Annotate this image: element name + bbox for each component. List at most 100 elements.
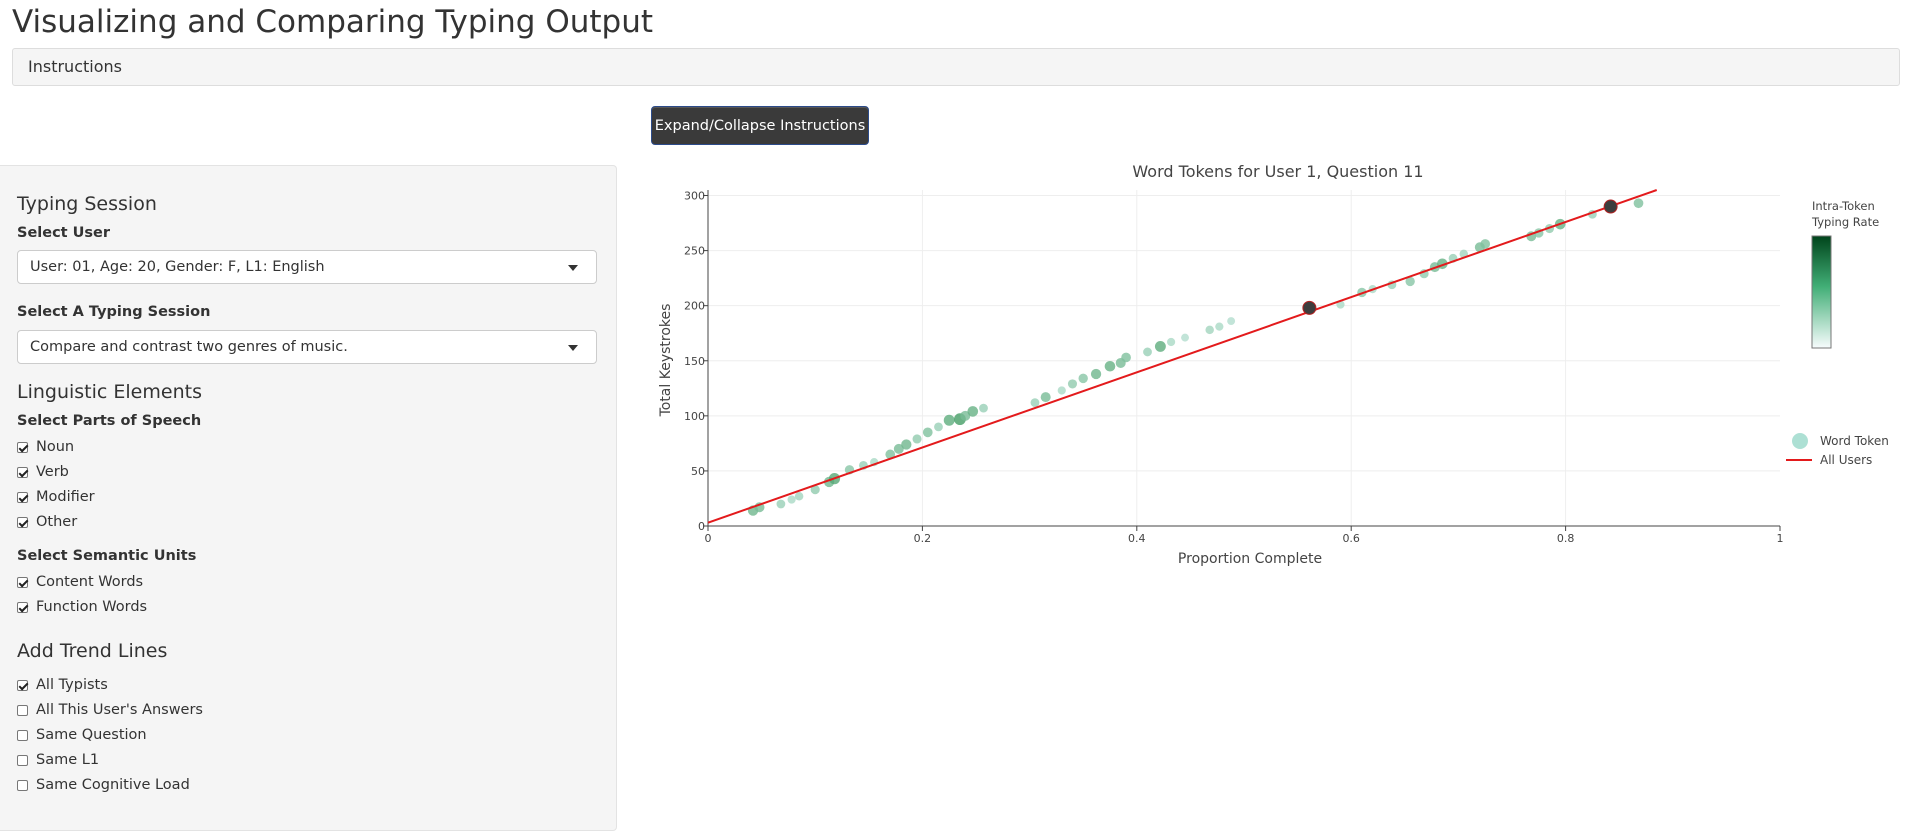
checkbox[interactable] [17, 779, 28, 791]
semantic-unit-option[interactable]: Content Words [17, 572, 143, 592]
highlighted-token-point [1603, 199, 1618, 214]
word-token-point [1205, 325, 1214, 335]
checkbox[interactable] [17, 601, 28, 613]
word-token-point [967, 406, 979, 417]
word-token-point [1067, 379, 1078, 389]
checkbox[interactable] [17, 576, 28, 588]
part-of-speech-option-label: Modifier [36, 489, 95, 505]
semantic-unit-option-label: Content Words [36, 574, 144, 590]
trend-line-option-label: All This User's Answers [36, 702, 203, 718]
part-of-speech-option-label: Noun [36, 439, 75, 455]
checkbox[interactable] [17, 679, 28, 691]
y-tick-label: 300 [684, 190, 705, 203]
x-axis-label: Proportion Complete [1178, 551, 1322, 567]
checkbox[interactable] [17, 441, 28, 453]
chevron-down-icon [568, 265, 578, 271]
user-select[interactable]: User: 01, Age: 20, Gender: F, L1: Englis… [17, 250, 597, 284]
part-of-speech-option[interactable]: Verb [17, 462, 69, 482]
trend-line-option-label: All Typists [36, 677, 108, 693]
part-of-speech-option[interactable]: Modifier [17, 487, 95, 507]
word-token-point [794, 492, 804, 501]
word-token-point [922, 427, 933, 438]
scatter-points[interactable] [747, 198, 1644, 516]
word-token-point [934, 422, 943, 432]
y-tick-label: 100 [684, 410, 705, 423]
chart-title: Word Tokens for User 1, Question 11 [1132, 162, 1423, 181]
word-token-point [1104, 360, 1116, 372]
word-token-point [1121, 352, 1131, 363]
word-token-point [943, 414, 955, 426]
chart-legend: Word Token All Users [1786, 433, 1889, 467]
x-tick-label: 0 [705, 532, 712, 545]
y-tick-label: 250 [684, 245, 705, 258]
colorbar-gradient [1811, 235, 1832, 349]
session-select[interactable]: Compare and contrast two genres of music… [17, 330, 597, 364]
typing-session-title: Typing Session [17, 193, 157, 215]
instructions-panel-header[interactable]: Instructions [12, 48, 1900, 86]
word-token-point [1215, 322, 1224, 331]
legend-word-token: Word Token [1820, 434, 1889, 448]
y-tick-label: 50 [691, 465, 705, 478]
parts-of-speech-label: Select Parts of Speech [17, 413, 202, 429]
word-token-point [810, 485, 820, 495]
word-token-point [912, 434, 922, 444]
word-tokens-chart[interactable]: Word Tokens for User 1, Question 11 0 0.2… [640, 160, 1900, 580]
y-tick-label: 0 [698, 520, 705, 533]
semantic-unit-option-label: Function Words [36, 599, 148, 615]
word-token-point [960, 410, 971, 421]
user-select-value: User: 01, Age: 20, Gender: F, L1: Englis… [30, 259, 325, 275]
word-token-point [1057, 386, 1066, 395]
trend-line-option[interactable]: Same L1 [17, 750, 99, 770]
x-tick-label: 0.6 [1342, 532, 1360, 545]
y-axis-label: Total Keystrokes [658, 304, 674, 418]
y-tick-label: 200 [684, 300, 705, 313]
x-tick-label: 0.8 [1557, 532, 1575, 545]
highlighted-points[interactable] [1302, 199, 1618, 315]
word-token-point [1090, 368, 1102, 380]
word-token-point [1227, 317, 1236, 326]
highlighted-token-point [1302, 300, 1317, 315]
select-session-label: Select A Typing Session [17, 304, 211, 320]
trend-line-option[interactable]: All This User's Answers [17, 700, 203, 720]
colorbar-title-line2: Typing Rate [1811, 215, 1879, 229]
x-tick-label: 0.2 [914, 532, 932, 545]
x-tick-label: 1 [1777, 532, 1784, 545]
word-token-point [1143, 347, 1152, 357]
trend-line-option[interactable]: Same Question [17, 725, 147, 745]
part-of-speech-option[interactable]: Noun [17, 437, 74, 457]
word-token-point [776, 499, 786, 509]
word-token-point [787, 495, 796, 504]
expand-collapse-instructions-button[interactable]: Expand/Collapse Instructions [651, 106, 869, 145]
semantic-unit-option[interactable]: Function Words [17, 597, 147, 617]
session-select-value: Compare and contrast two genres of music… [30, 339, 348, 355]
word-token-point [1167, 337, 1176, 347]
word-token-point [1480, 239, 1491, 249]
word-token-point [1405, 276, 1415, 287]
chart-grid [708, 190, 1780, 526]
word-token-point [893, 443, 904, 454]
x-tick-label: 0.4 [1128, 532, 1146, 545]
sidebar-panel: Typing Session Select User User: 01, Age… [0, 165, 617, 831]
trend-line-option-label: Same Cognitive Load [36, 777, 190, 793]
legend-marker-icon [1792, 433, 1808, 449]
word-token-point [1181, 333, 1189, 342]
checkbox[interactable] [17, 704, 28, 716]
y-tick-label: 150 [684, 355, 705, 368]
word-token-point [1030, 398, 1040, 408]
semantic-units-label: Select Semantic Units [17, 548, 197, 564]
word-token-point [1040, 392, 1051, 403]
part-of-speech-option-label: Verb [36, 464, 69, 480]
checkbox[interactable] [17, 466, 28, 478]
checkbox[interactable] [17, 754, 28, 766]
part-of-speech-option-label: Other [36, 514, 78, 530]
trend-line-all-users [707, 189, 1658, 524]
colorbar: Intra-Token Typing Rate [1811, 199, 1879, 349]
chart-axes [707, 190, 1780, 527]
trend-line-option[interactable]: All Typists [17, 675, 108, 695]
checkbox[interactable] [17, 729, 28, 741]
part-of-speech-option[interactable]: Other [17, 512, 77, 532]
checkbox[interactable] [17, 491, 28, 503]
trend-line-option[interactable]: Same Cognitive Load [17, 775, 190, 795]
word-token-point [1154, 340, 1166, 352]
checkbox[interactable] [17, 516, 28, 528]
